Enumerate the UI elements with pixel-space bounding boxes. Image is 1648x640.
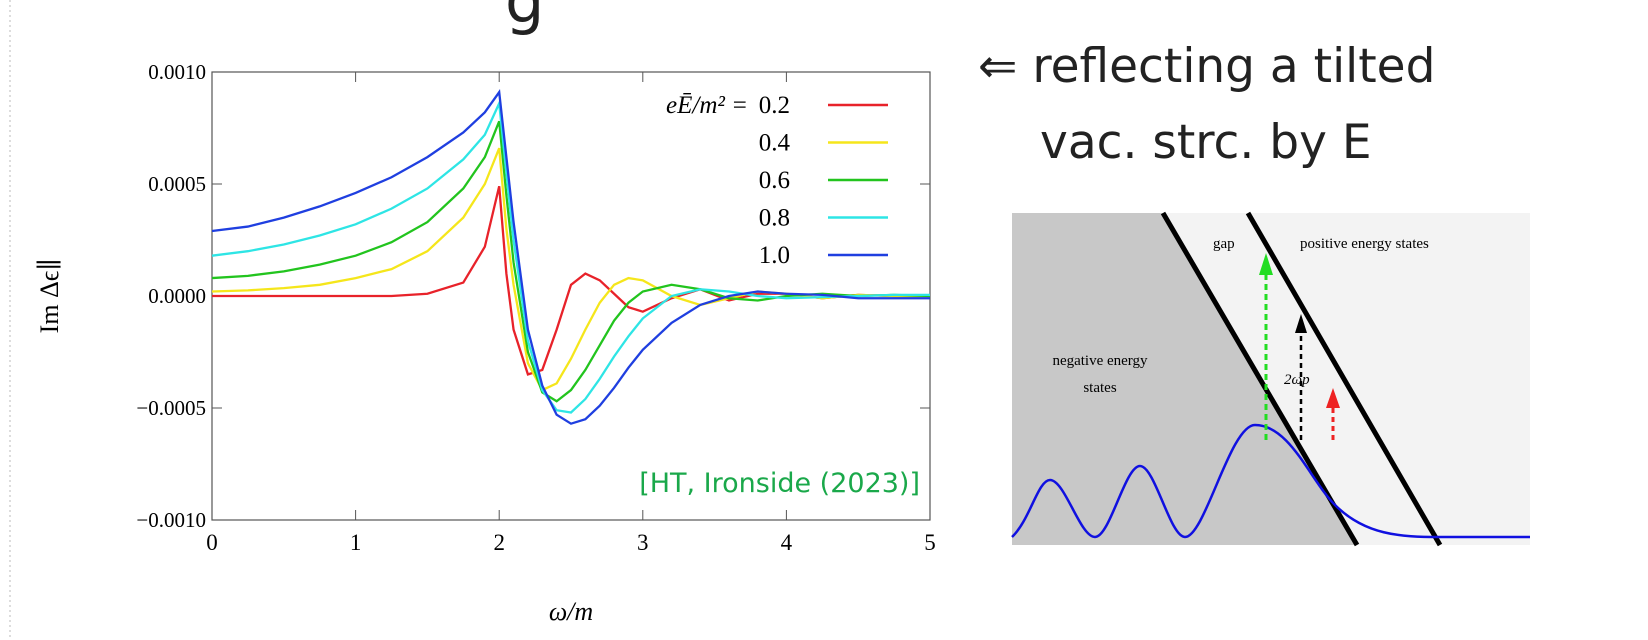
positive-label: positive energy states (1300, 236, 1429, 252)
y-tick-label: −0.0005 (136, 396, 206, 420)
x-tick-label: 0 (206, 530, 218, 555)
y-tick-label: 0.0010 (148, 60, 206, 84)
x-tick-label: 3 (637, 530, 649, 555)
x-tick-label: 4 (781, 530, 793, 555)
series-line (211, 99, 930, 414)
series-line (212, 185, 930, 376)
omega-label: 2ωp (1284, 372, 1310, 388)
heading-fragment: g (505, 0, 544, 37)
series-line (211, 120, 931, 403)
side-note: ⇐ reflecting a tilted (978, 39, 1435, 94)
legend-label: 0.4 (759, 130, 791, 157)
legend-label: 1.0 (759, 242, 790, 269)
x-axis-label: ω/m (549, 597, 593, 626)
legend-label: 0.8 (759, 205, 790, 232)
y-tick-label: 0.0000 (148, 284, 206, 308)
arrow-head (1326, 388, 1340, 408)
y-tick-label: −0.0010 (136, 508, 206, 532)
x-tick-label: 5 (924, 530, 936, 555)
diagram: gap positive energy states negative ener… (1011, 211, 1530, 547)
series-line (211, 89, 930, 425)
legend-label: 0.6 (759, 167, 790, 194)
arrow-head (1295, 314, 1307, 333)
x-tick-label: 2 (493, 530, 505, 555)
citation: [HT, Ironside (2023)] (639, 468, 920, 499)
side-note: vac. strc. by E (1040, 115, 1372, 170)
series-line (211, 147, 930, 392)
negative-region (1012, 213, 1357, 545)
chart: ω/m Im Δϵ∥ [HT, Ironside (2023)] 0.0010 0… (35, 60, 936, 626)
x-tick-label: 1 (350, 530, 362, 555)
y-tick-label: 0.0005 (148, 172, 206, 196)
wave (1011, 423, 1530, 539)
y-axis-label: Im Δϵ∥ (35, 259, 64, 334)
legend-label: 0.2 (759, 92, 790, 119)
negative-label: negative energy (1052, 353, 1148, 369)
band-edge (1160, 211, 1360, 547)
legend-title: eĒ/m² = (666, 92, 748, 119)
negative-label: states (1083, 380, 1116, 396)
band-edge (1245, 211, 1443, 547)
gap-label: gap (1213, 236, 1235, 252)
arrow-head (1259, 253, 1273, 275)
